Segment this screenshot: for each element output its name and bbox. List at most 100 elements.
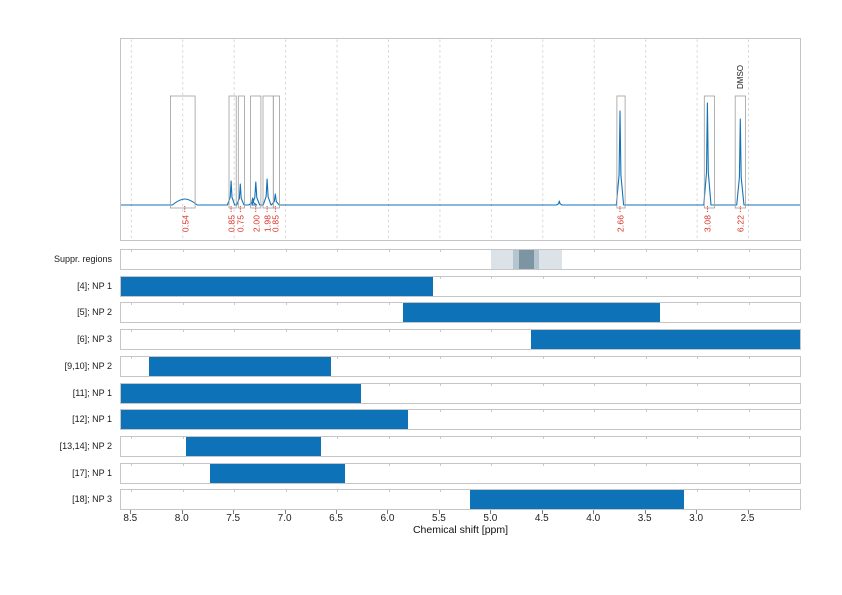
row-gridline-tick [285, 250, 287, 252]
row-gridline-tick [594, 436, 596, 439]
spectrum-panel [120, 38, 801, 241]
x-tick [593, 510, 595, 515]
np-range-bar [121, 276, 433, 296]
x-tick [541, 510, 543, 515]
row-gridline-tick [542, 410, 544, 413]
integral-value-label: 0.75 [235, 214, 246, 232]
row-gridline-tick [337, 303, 338, 306]
row-gridline-tick [748, 303, 750, 306]
row-label: [4]; NP 1 [77, 280, 112, 291]
row-gridline-tick [131, 356, 133, 359]
x-tick-label: 6.0 [380, 512, 395, 524]
row-gridline-tick [748, 383, 750, 386]
row-gridline-tick [439, 383, 441, 386]
x-tick-label: 2.5 [740, 512, 755, 524]
track-row [120, 435, 801, 457]
row-gridline-tick [131, 250, 133, 252]
row-gridline-tick [388, 463, 390, 466]
row-gridline-tick [748, 463, 750, 466]
row-gridline-tick [337, 436, 338, 439]
x-tick [336, 510, 338, 515]
row-gridline-tick [439, 463, 441, 466]
row-gridline-tick [594, 383, 596, 386]
row-label: [5]; NP 2 [77, 307, 112, 318]
row-gridline-tick [645, 436, 647, 439]
row-gridline-tick [748, 250, 750, 252]
row-gridline-tick [594, 410, 596, 413]
row-gridline-tick [491, 436, 493, 439]
row-gridline-tick [594, 356, 596, 359]
row-gridline-tick [131, 330, 133, 333]
row-gridline-tick [182, 303, 184, 306]
row-gridline-tick [131, 490, 133, 493]
integral-region-box [703, 95, 715, 209]
row-gridline-tick [748, 276, 750, 279]
solvent-label: DMSO [735, 65, 745, 89]
np-range-bar [121, 410, 408, 430]
integral-region-box [616, 95, 626, 209]
row-gridline-tick [697, 303, 699, 306]
row-gridline-tick [697, 383, 699, 386]
row-gridline-tick [645, 356, 647, 359]
row-gridline-tick [182, 330, 184, 333]
x-tick-label: 5.0 [483, 512, 498, 524]
row-gridline-tick [697, 463, 699, 466]
row-label: [11]; NP 1 [72, 387, 112, 398]
x-tick [490, 510, 492, 515]
np-range-bar [209, 463, 346, 483]
row-gridline-tick [285, 303, 287, 306]
row-gridline-tick [439, 356, 441, 359]
integral-region-box [228, 95, 237, 209]
x-tick-label: 3.0 [689, 512, 704, 524]
row-gridline-tick [594, 250, 596, 252]
row-gridline-tick [542, 383, 544, 386]
row-gridline-tick [748, 436, 750, 439]
row-gridline-tick [182, 250, 184, 252]
row-gridline-tick [182, 436, 184, 439]
row-label: [12]; NP 1 [72, 414, 112, 425]
row-label: Suppr. regions [53, 254, 112, 264]
integral-value-label: 3.08 [702, 214, 713, 232]
x-tick [438, 510, 440, 515]
x-tick-label: 7.5 [226, 512, 241, 524]
track-row [120, 329, 801, 351]
x-tick-label: 8.0 [174, 512, 189, 524]
integral-region-box [734, 95, 746, 209]
row-gridline-tick [131, 463, 133, 466]
track-row [120, 275, 801, 297]
row-gridline-tick [439, 330, 441, 333]
integral-value-label: 0.54 [179, 214, 190, 232]
row-gridline-tick [594, 463, 596, 466]
x-tick-label: 4.0 [586, 512, 601, 524]
row-gridline-tick [697, 276, 699, 279]
track-row [120, 355, 801, 377]
row-gridline-tick [234, 303, 236, 306]
row-gridline-tick [234, 330, 236, 333]
row-gridline-tick [234, 250, 236, 252]
x-tick [284, 510, 286, 515]
np-range-bar [469, 490, 684, 510]
row-gridline-tick [542, 356, 544, 359]
row-gridline-tick [439, 490, 441, 493]
x-tick [387, 510, 389, 515]
row-gridline-tick [439, 410, 441, 413]
track-row [120, 409, 801, 431]
row-gridline-tick [697, 250, 699, 252]
track-row [120, 489, 801, 511]
row-gridline-tick [697, 356, 699, 359]
integral-value-label: 6.22 [735, 214, 746, 232]
row-gridline-tick [439, 250, 441, 252]
integral-value-label: 2.66 [614, 214, 625, 232]
row-gridline-tick [491, 276, 493, 279]
x-axis-title: Chemical shift [ppm] [412, 524, 509, 536]
row-gridline-tick [697, 490, 699, 493]
row-label: [18]; NP 3 [72, 494, 112, 505]
nmr-trace [121, 102, 800, 206]
np-range-bar [402, 303, 661, 323]
row-gridline-tick [491, 463, 493, 466]
row-gridline-tick [748, 410, 750, 413]
suppression-segment [519, 250, 535, 269]
row-gridline-tick [388, 436, 390, 439]
x-tick-label: 7.0 [277, 512, 292, 524]
